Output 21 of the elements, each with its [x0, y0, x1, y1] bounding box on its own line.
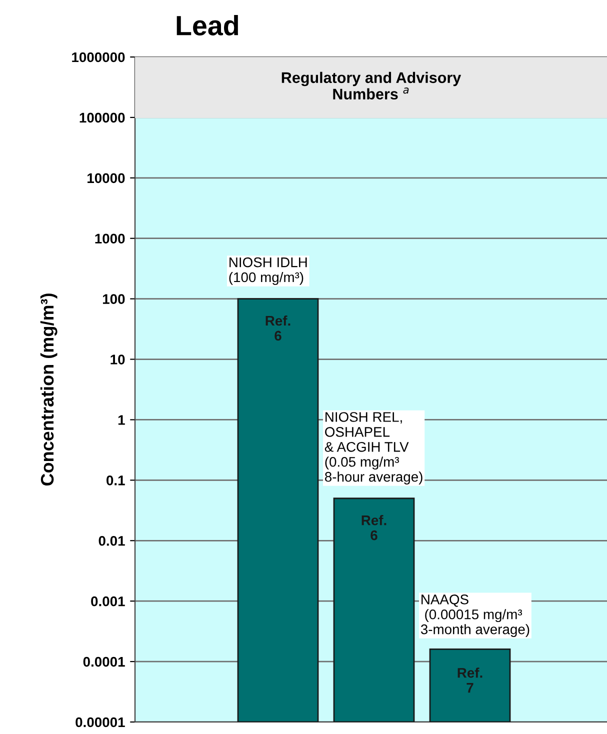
data-label: NIOSH IDLH (100 mg/m³) — [229, 257, 307, 285]
y-tick-label: 1000 — [95, 234, 125, 244]
y-tick-label: 0.001 — [91, 596, 125, 606]
data-label: NAAQS (0.00015 mg/m³ 3-month average) — [420, 594, 530, 638]
annotation: Ref. 6 — [362, 515, 386, 540]
annotation: Ref. 7 — [458, 668, 482, 693]
y-tick-label: 100 — [102, 294, 125, 304]
y-tick-label: 0.0001 — [83, 656, 125, 667]
y-tick-label: 1 — [118, 415, 125, 425]
band-label: Regulatory and Advisory Numbers $^{a}$ — [282, 72, 462, 100]
annotation: Ref. 6 — [266, 315, 290, 341]
y-tick-label: 0.1 — [106, 476, 125, 486]
data-label: NIOSH REL, OSHAPEL & ACGIH TLV (0.05 mg/m³ 8-hour average) — [324, 412, 422, 484]
y-tick-label: 0.01 — [98, 536, 125, 546]
y-tick-label: 0.00001 — [76, 717, 125, 728]
y-tick-label: 1000000 — [72, 52, 125, 62]
y-tick-label: 10000 — [88, 173, 125, 184]
y-axis-title: Concentration (mg/m³) — [40, 294, 58, 486]
y-tick-label: 100000 — [80, 112, 125, 123]
y-tick-label: 10 — [110, 354, 125, 364]
chart-title: Lead — [176, 15, 238, 36]
